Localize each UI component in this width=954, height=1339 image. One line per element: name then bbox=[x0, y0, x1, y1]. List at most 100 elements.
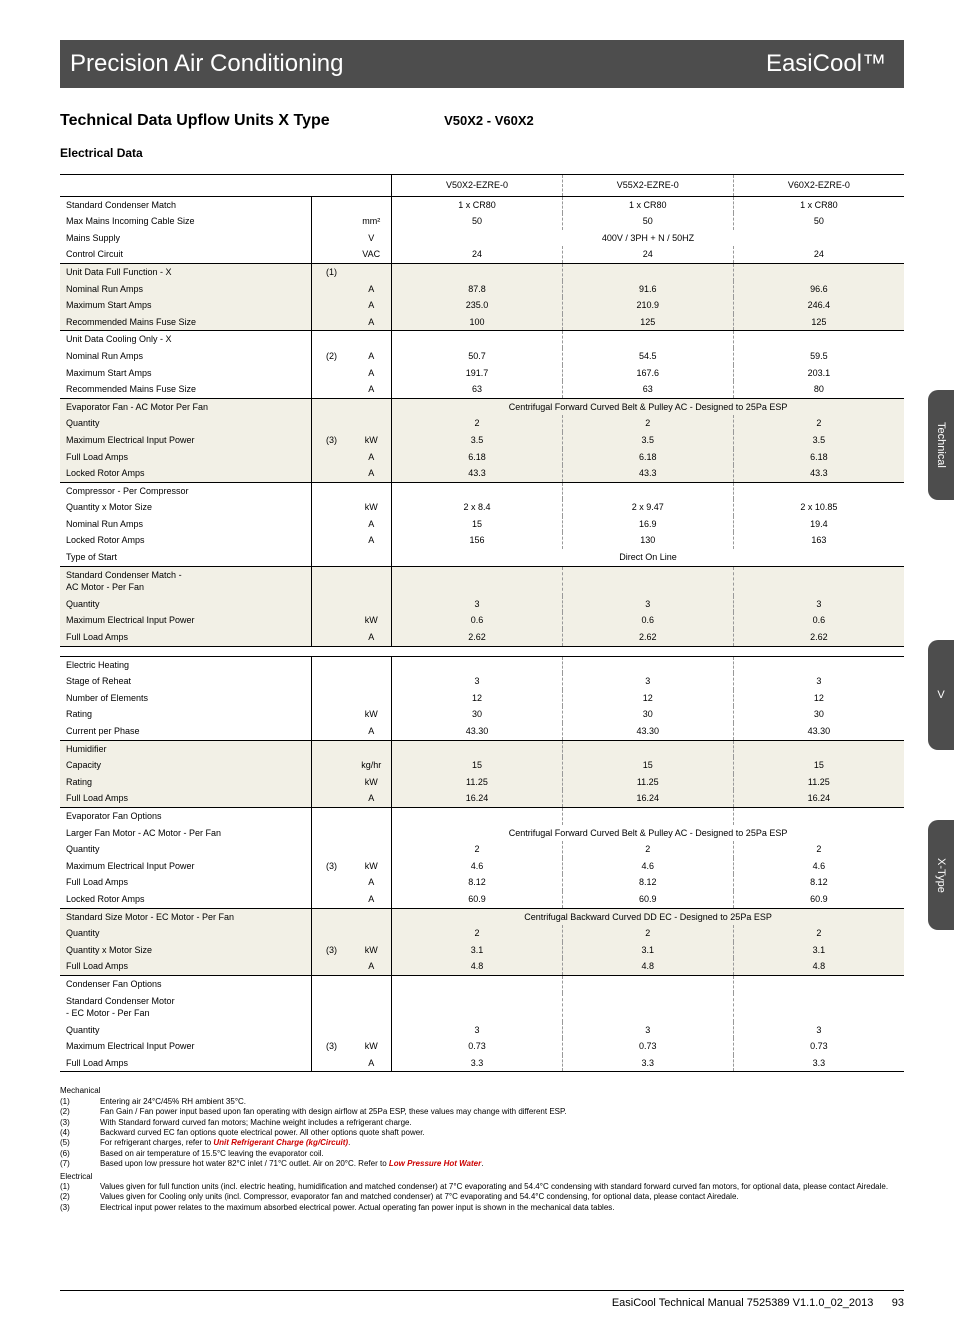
row-unit: kW bbox=[351, 942, 391, 959]
footnote-number: (1) bbox=[60, 1182, 100, 1192]
row-note bbox=[311, 790, 351, 807]
row-value: 3 bbox=[392, 1022, 563, 1039]
row-span-value: Centrifugal Forward Curved Belt & Pulley… bbox=[392, 398, 904, 415]
row-value bbox=[392, 566, 563, 596]
row-value: 30 bbox=[562, 706, 733, 723]
row-unit: kW bbox=[351, 1038, 391, 1055]
row-value: 3.5 bbox=[392, 432, 563, 449]
table-row: Full Load AmpsA2.622.622.62 bbox=[60, 629, 904, 646]
table-row: Current per PhaseA43.3043.3043.30 bbox=[60, 723, 904, 740]
footnote-text: Based upon low pressure hot water 82°C i… bbox=[100, 1159, 904, 1169]
table-header-row: V50X2-EZRE-0 V55X2-EZRE-0 V60X2-EZRE-0 bbox=[60, 175, 904, 197]
row-label: Mains Supply bbox=[60, 230, 311, 247]
row-label: Full Load Amps bbox=[60, 1055, 311, 1072]
row-value: 8.12 bbox=[733, 874, 904, 891]
row-value: 30 bbox=[733, 706, 904, 723]
row-value bbox=[562, 807, 733, 824]
footnote-row: (1)Values given for full function units … bbox=[60, 1182, 904, 1192]
row-value: 12 bbox=[392, 690, 563, 707]
row-unit bbox=[351, 482, 391, 499]
table-row: Standard Condenser Match -AC Motor - Per… bbox=[60, 566, 904, 596]
row-value: 2.62 bbox=[733, 629, 904, 646]
row-value bbox=[392, 740, 563, 757]
row-value: 3.5 bbox=[733, 432, 904, 449]
footnote-number: (2) bbox=[60, 1107, 100, 1117]
row-value bbox=[392, 331, 563, 348]
table-row: Locked Rotor AmpsA43.343.343.3 bbox=[60, 465, 904, 482]
row-unit: A bbox=[351, 516, 391, 533]
row-value: 60.9 bbox=[392, 891, 563, 908]
table-row bbox=[60, 646, 904, 656]
table-row: Type of StartDirect On Line bbox=[60, 549, 904, 566]
tab-technical[interactable]: Technical bbox=[928, 390, 954, 500]
row-label: Locked Rotor Amps bbox=[60, 465, 311, 482]
row-unit: kW bbox=[351, 706, 391, 723]
row-label: Type of Start bbox=[60, 549, 311, 566]
row-unit: A bbox=[351, 281, 391, 298]
row-label: Nominal Run Amps bbox=[60, 348, 311, 365]
row-value bbox=[562, 482, 733, 499]
row-value bbox=[733, 975, 904, 992]
table-row: Control CircuitVAC242424 bbox=[60, 246, 904, 263]
table-row: Quantity x Motor SizekW2 x 8.42 x 9.472 … bbox=[60, 499, 904, 516]
row-label: Full Load Amps bbox=[60, 629, 311, 646]
electrical-data-table: V50X2-EZRE-0 V55X2-EZRE-0 V60X2-EZRE-0 S… bbox=[60, 174, 904, 1072]
row-note bbox=[311, 196, 351, 213]
row-value: 96.6 bbox=[733, 281, 904, 298]
footnote-text: Electrical input power relates to the ma… bbox=[100, 1203, 904, 1213]
row-note bbox=[311, 230, 351, 247]
table-row: Electric Heating bbox=[60, 656, 904, 673]
row-note bbox=[311, 331, 351, 348]
row-value: 43.3 bbox=[562, 465, 733, 482]
footnote-link[interactable]: Low Pressure Hot Water bbox=[389, 1159, 481, 1168]
row-value: 50 bbox=[733, 213, 904, 230]
row-value: 191.7 bbox=[392, 365, 563, 382]
row-note bbox=[311, 690, 351, 707]
row-label: Evaporator Fan - AC Motor Per Fan bbox=[60, 398, 311, 415]
tab-v[interactable]: V bbox=[928, 640, 954, 750]
footnote-row: (3)With Standard forward curved fan moto… bbox=[60, 1118, 904, 1128]
row-unit: kg/hr bbox=[351, 757, 391, 774]
row-unit: A bbox=[351, 348, 391, 365]
row-value bbox=[392, 975, 563, 992]
footnote-text: Fan Gain / Fan power input based upon fa… bbox=[100, 1107, 904, 1117]
row-unit: A bbox=[351, 723, 391, 740]
row-value: 3.1 bbox=[562, 942, 733, 959]
row-unit: V bbox=[351, 230, 391, 247]
row-value: 210.9 bbox=[562, 297, 733, 314]
row-value: 15 bbox=[392, 516, 563, 533]
row-value: 2 bbox=[392, 841, 563, 858]
row-unit: mm² bbox=[351, 213, 391, 230]
row-label: Standard Size Motor - EC Motor - Per Fan bbox=[60, 908, 311, 925]
row-value: 16.24 bbox=[733, 790, 904, 807]
row-value bbox=[392, 482, 563, 499]
row-value: 2 x 8.4 bbox=[392, 499, 563, 516]
footnote-text: For refrigerant charges, refer to Unit R… bbox=[100, 1138, 904, 1148]
row-value: 3.5 bbox=[562, 432, 733, 449]
row-span-value: Centrifugal Backward Curved DD EC - Desi… bbox=[392, 908, 904, 925]
tab-xtype[interactable]: X-Type bbox=[928, 820, 954, 930]
row-label: Recommended Mains Fuse Size bbox=[60, 314, 311, 331]
row-note bbox=[311, 629, 351, 646]
footnote-row: (2)Fan Gain / Fan power input based upon… bbox=[60, 1107, 904, 1117]
row-value: 43.30 bbox=[562, 723, 733, 740]
row-unit bbox=[351, 908, 391, 925]
row-unit bbox=[351, 925, 391, 942]
row-unit bbox=[351, 993, 391, 1022]
table-row: Stage of Reheat333 bbox=[60, 673, 904, 690]
table-row: Quantity x Motor Size(3)kW3.13.13.1 bbox=[60, 942, 904, 959]
row-label: Maximum Start Amps bbox=[60, 297, 311, 314]
row-value: 156 bbox=[392, 532, 563, 549]
row-unit bbox=[351, 331, 391, 348]
footnote-link[interactable]: Unit Refrigerant Charge (kg/Circuit) bbox=[213, 1138, 348, 1147]
row-value: 60.9 bbox=[562, 891, 733, 908]
row-label: Unit Data Full Function - X bbox=[60, 263, 311, 280]
row-value bbox=[392, 656, 563, 673]
row-unit: VAC bbox=[351, 246, 391, 263]
row-note bbox=[311, 612, 351, 629]
row-unit bbox=[351, 841, 391, 858]
row-note bbox=[311, 415, 351, 432]
row-label: Quantity bbox=[60, 925, 311, 942]
row-value: 125 bbox=[733, 314, 904, 331]
row-note bbox=[311, 908, 351, 925]
